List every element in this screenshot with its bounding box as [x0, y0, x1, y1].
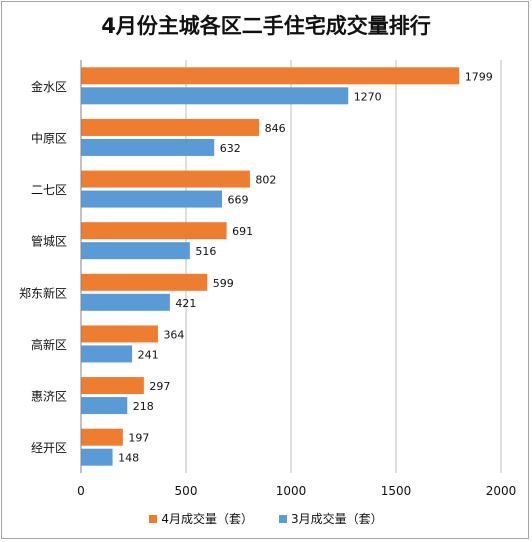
- legend-label-april: 4月成交量（套）: [161, 512, 253, 526]
- data-label: 599: [213, 277, 234, 290]
- bar-april: [81, 118, 260, 136]
- bar-april: [81, 67, 460, 85]
- x-tick-label: 1000: [276, 484, 307, 498]
- data-label: 241: [138, 348, 159, 361]
- legend-item-april: 4月成交量（套）: [149, 510, 253, 527]
- bar-march: [81, 345, 133, 363]
- category-label: 二七区: [31, 183, 67, 197]
- data-label: 516: [195, 245, 216, 258]
- data-label: 421: [175, 297, 196, 310]
- data-label: 1270: [354, 90, 382, 103]
- bar-april: [81, 377, 144, 395]
- bar-april: [81, 325, 158, 343]
- x-tick-label: 1500: [381, 484, 412, 498]
- bar-march: [81, 190, 222, 208]
- chart-title: 4月份主城各区二手住宅成交量排行: [101, 14, 431, 38]
- bar-march: [81, 87, 349, 105]
- bar-march: [81, 397, 128, 415]
- x-tick-label: 500: [175, 484, 198, 498]
- bar-april: [81, 428, 123, 446]
- data-label: 364: [163, 328, 184, 341]
- category-label: 惠济区: [31, 389, 67, 404]
- data-label: 148: [118, 452, 139, 465]
- bar-march: [81, 448, 113, 466]
- bar-march: [81, 242, 190, 260]
- category-label: 郑东新区: [19, 285, 67, 300]
- data-label: 1799: [465, 70, 493, 83]
- data-label: 297: [149, 380, 170, 393]
- bar-march: [81, 293, 170, 311]
- category-label: 管城区: [31, 234, 67, 249]
- legend-swatch-april: [149, 514, 158, 523]
- bar-march: [81, 138, 215, 156]
- data-label: 197: [128, 432, 149, 445]
- bar-april: [81, 222, 227, 240]
- category-label: 高新区: [31, 337, 67, 352]
- data-label: 669: [227, 194, 248, 207]
- data-label: 691: [232, 225, 253, 238]
- data-label: 802: [255, 174, 276, 187]
- legend: 4月成交量（套） 3月成交量（套）: [0, 510, 532, 527]
- data-label: 846: [265, 122, 286, 135]
- legend-label-march: 3月成交量（套）: [291, 512, 383, 526]
- bar-april: [81, 273, 208, 291]
- category-label: 中原区: [31, 130, 67, 145]
- bar-april: [81, 170, 250, 188]
- legend-item-march: 3月成交量（套）: [279, 510, 383, 527]
- x-tick-label: 0: [77, 484, 85, 498]
- data-label: 218: [133, 400, 154, 413]
- legend-swatch-march: [279, 514, 287, 523]
- x-tick-label: 2000: [486, 484, 517, 498]
- category-label: 金水区: [31, 79, 67, 94]
- category-label: 经开区: [31, 441, 67, 455]
- data-label: 632: [220, 142, 241, 155]
